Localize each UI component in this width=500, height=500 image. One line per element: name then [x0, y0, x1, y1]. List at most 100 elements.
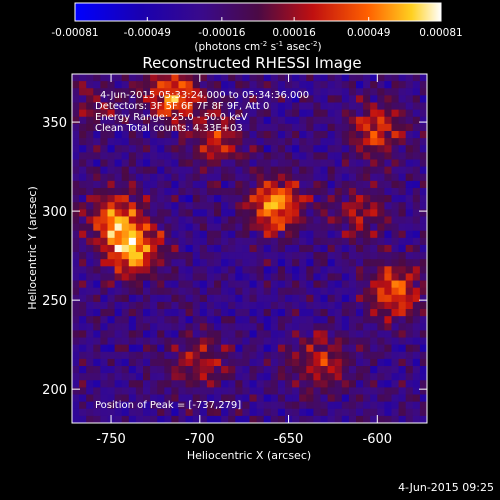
heatmap-cell — [192, 316, 201, 324]
heatmap-cell — [235, 95, 243, 103]
heatmap-cell — [292, 344, 300, 353]
heatmap-cell — [356, 116, 364, 125]
heatmap-cell — [93, 415, 101, 424]
heatmap-cell — [114, 237, 123, 246]
heatmap-cell — [363, 109, 371, 118]
heatmap-cell — [121, 173, 130, 182]
heatmap-cell — [178, 81, 186, 89]
heatmap-cell — [412, 81, 421, 89]
heatmap-cell — [363, 266, 371, 274]
heatmap-cell — [185, 130, 194, 139]
heatmap-cell — [192, 202, 201, 210]
heatmap-cell — [299, 138, 307, 146]
heatmap-cell — [249, 252, 257, 260]
heatmap-cell — [93, 373, 101, 381]
heatmap-cell — [306, 237, 314, 246]
heatmap-cell — [135, 202, 144, 210]
heatmap-cell — [107, 102, 115, 111]
heatmap-cell — [235, 123, 243, 132]
heatmap-cell — [306, 266, 314, 274]
heatmap-cell — [221, 337, 229, 346]
heatmap-cell — [171, 358, 179, 367]
heatmap-cell — [114, 408, 123, 417]
heatmap-cell — [150, 195, 158, 203]
heatmap-cell — [391, 252, 399, 260]
heatmap-cell — [128, 145, 137, 153]
heatmap-cell — [121, 358, 130, 367]
heatmap-cell — [143, 373, 151, 381]
heatmap-cell — [256, 130, 265, 139]
heatmap-cell — [171, 88, 179, 96]
heatmap-cell — [128, 216, 137, 224]
heatmap-cell — [79, 95, 87, 103]
heatmap-cell — [206, 152, 215, 160]
heatmap-cell — [377, 187, 385, 196]
heatmap-cell — [263, 294, 272, 303]
heatmap-cell — [412, 252, 421, 260]
heatmap-cell — [391, 209, 399, 217]
heatmap-cell — [341, 358, 350, 367]
heatmap-cell — [143, 123, 151, 132]
heatmap-cell — [86, 394, 94, 403]
heatmap-cell — [285, 337, 293, 346]
heatmap-cell — [398, 401, 407, 410]
heatmap-cell — [221, 266, 229, 274]
heatmap-cell — [419, 309, 428, 317]
heatmap-cell — [86, 138, 94, 146]
heatmap-cell — [157, 316, 165, 324]
heatmap-cell — [107, 344, 115, 353]
heatmap-cell — [405, 366, 414, 374]
heatmap-cell — [341, 74, 350, 82]
heatmap-cell — [178, 159, 186, 167]
heatmap-cell — [221, 401, 229, 410]
heatmap-cell — [143, 102, 151, 111]
heatmap-cell — [306, 252, 314, 260]
heatmap-cell — [206, 187, 215, 196]
heatmap-cell — [249, 273, 257, 281]
heatmap-cell — [121, 102, 130, 111]
heatmap-cell — [334, 351, 343, 360]
heatmap-cell — [100, 123, 108, 132]
heatmap-cell — [341, 373, 350, 381]
heatmap-cell — [93, 387, 101, 395]
heatmap-cell — [370, 252, 378, 260]
heatmap-cell — [256, 102, 265, 111]
heatmap-cell — [384, 344, 392, 353]
heatmap-cell — [398, 287, 407, 296]
heatmap-cell — [370, 366, 378, 374]
heatmap-cell — [150, 287, 158, 296]
heatmap-cell — [348, 415, 357, 424]
heatmap-cell — [128, 380, 137, 388]
heatmap-cell — [206, 344, 215, 353]
heatmap-cell — [157, 187, 165, 196]
heatmap-cell — [164, 366, 172, 374]
heatmap-cell — [419, 159, 428, 167]
heatmap-cell — [334, 187, 343, 196]
heatmap-cell — [242, 323, 250, 331]
heatmap-cell — [192, 344, 201, 353]
heatmap-cell — [419, 294, 428, 303]
heatmap-cell — [313, 323, 321, 331]
heatmap-cell — [398, 244, 407, 253]
heatmap-cell — [306, 259, 314, 267]
heatmap-cell — [100, 173, 108, 182]
heatmap-cell — [398, 309, 407, 317]
heatmap-cell — [419, 373, 428, 381]
heatmap-cell — [419, 323, 428, 331]
heatmap-cell — [419, 223, 428, 232]
heatmap-cell — [107, 287, 115, 296]
heatmap-cell — [150, 123, 158, 132]
heatmap-cell — [143, 152, 151, 160]
heatmap-cell — [150, 330, 158, 338]
heatmap-cell — [285, 138, 293, 146]
heatmap-cell — [143, 252, 151, 260]
heatmap-cell — [341, 102, 350, 111]
heatmap-cell — [164, 358, 172, 367]
heatmap-cell — [419, 408, 428, 417]
heatmap-cell — [242, 380, 250, 388]
heatmap-cell — [79, 130, 87, 139]
heatmap-cell — [412, 230, 421, 239]
heatmap-cell — [334, 166, 343, 175]
heatmap-cell — [79, 266, 87, 274]
heatmap-cell — [384, 366, 392, 374]
